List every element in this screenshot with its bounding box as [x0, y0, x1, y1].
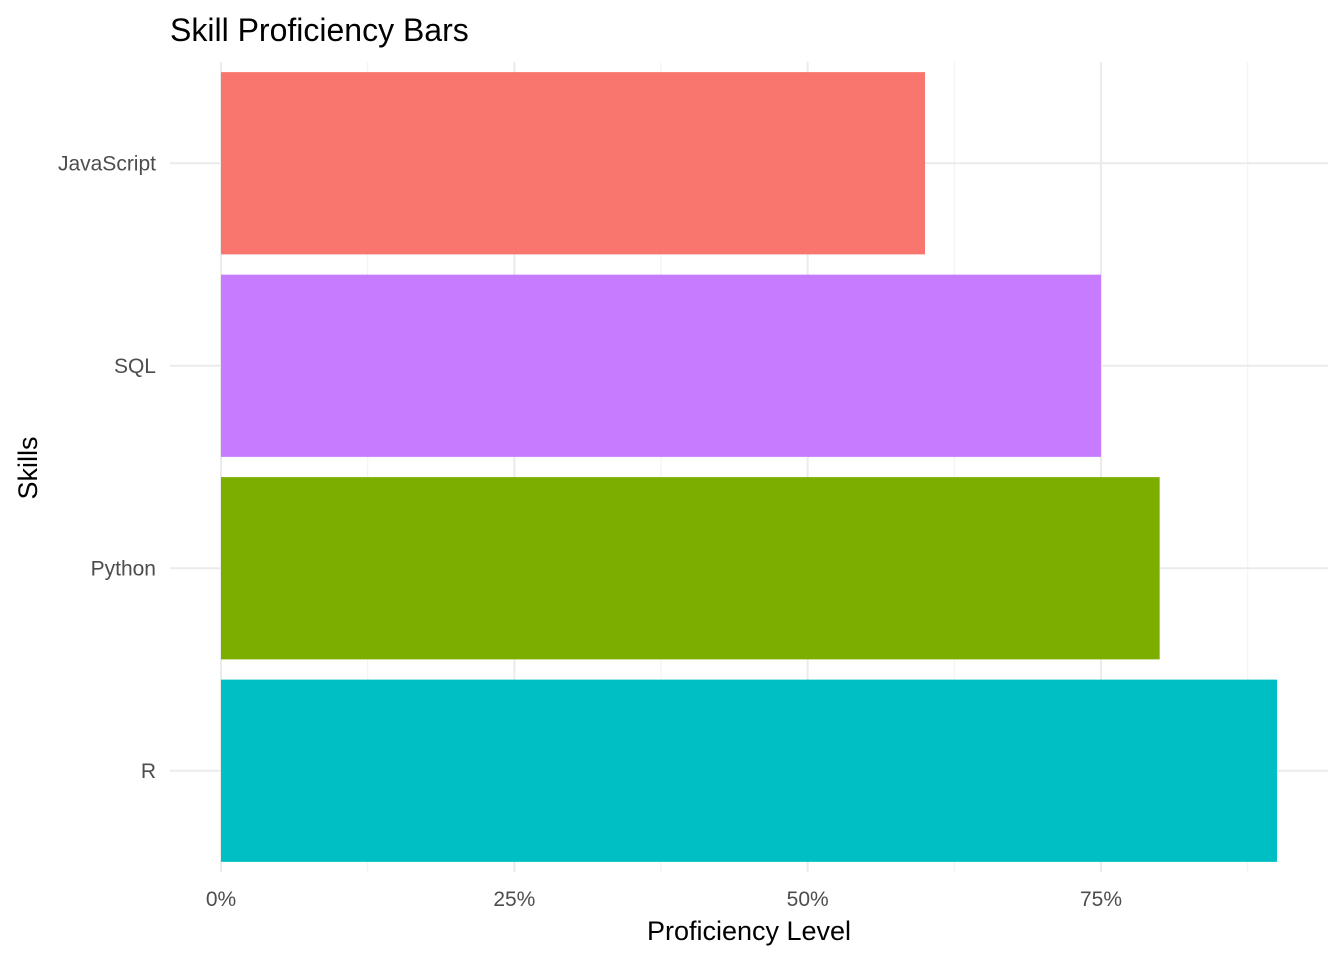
x-tick-label: 0% [206, 888, 236, 911]
y-tick-label: JavaScript [58, 152, 156, 175]
x-tick-label: 75% [1080, 888, 1122, 911]
tick-layer: 0% 25% 50% 75% R Python SQL JavaScript [58, 152, 1122, 911]
chart-title: Skill Proficiency Bars [170, 12, 469, 48]
x-tick-label: 50% [787, 888, 829, 911]
bar-layer [221, 72, 1277, 862]
y-axis-title: Skills [13, 436, 43, 499]
bar-python [221, 477, 1160, 660]
y-tick-label: R [141, 760, 156, 783]
bar-sql [221, 274, 1101, 457]
x-tick-label: 25% [493, 888, 535, 911]
bar-r [221, 679, 1277, 862]
bar-javascript [221, 72, 925, 255]
y-tick-label: SQL [114, 355, 156, 378]
x-axis-title: Proficiency Level [647, 916, 851, 946]
y-tick-label: Python [91, 557, 156, 580]
